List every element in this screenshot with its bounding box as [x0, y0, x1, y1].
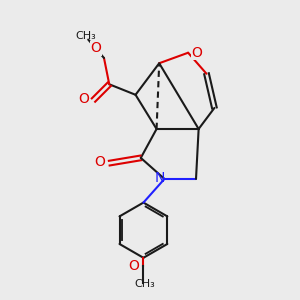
- Text: O: O: [191, 46, 202, 60]
- Text: O: O: [129, 259, 140, 273]
- Text: O: O: [91, 41, 101, 56]
- Text: O: O: [79, 92, 89, 106]
- Text: CH₃: CH₃: [134, 279, 155, 289]
- Text: N: N: [154, 171, 165, 185]
- Text: CH₃: CH₃: [75, 31, 96, 40]
- Text: O: O: [94, 155, 105, 169]
